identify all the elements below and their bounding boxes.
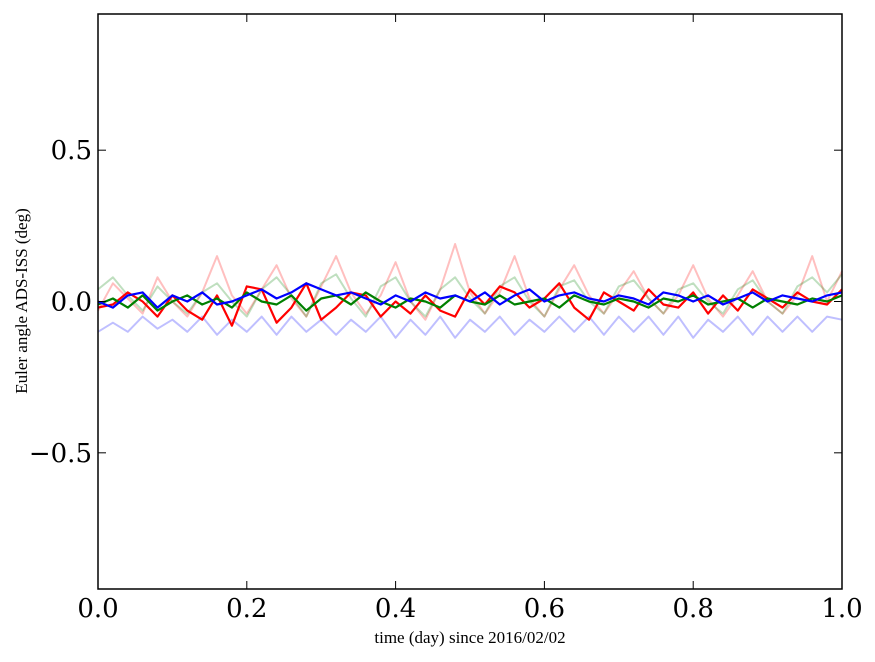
x-tick-label: 1.0 [821, 594, 862, 624]
series-line-2 [97, 273, 843, 318]
x-tick-label: 0.6 [524, 594, 565, 624]
x-tick-label: 0.8 [673, 594, 714, 624]
y-tick-label: −0.5 [29, 439, 92, 469]
x-tick-label: 0.2 [226, 594, 267, 624]
x-tick-label: 0.4 [375, 594, 416, 624]
x-axis-label: time (day) since 2016/02/02 [374, 628, 565, 647]
series-line-6 [97, 282, 843, 309]
series-line-1 [97, 243, 843, 321]
y-tick-label: 0.5 [51, 136, 92, 166]
series-layer [97, 243, 843, 339]
series-line-3 [97, 315, 843, 339]
y-tick-label: 0.0 [51, 288, 92, 318]
y-axis-label: Euler angle ADS-ISS (deg) [12, 208, 31, 394]
tick-layer: 0.0 0.2 0.4 0.6 0.8 1.0 −0.5 0.0 0.5 [29, 14, 863, 624]
x-tick-label: 0.0 [77, 594, 118, 624]
